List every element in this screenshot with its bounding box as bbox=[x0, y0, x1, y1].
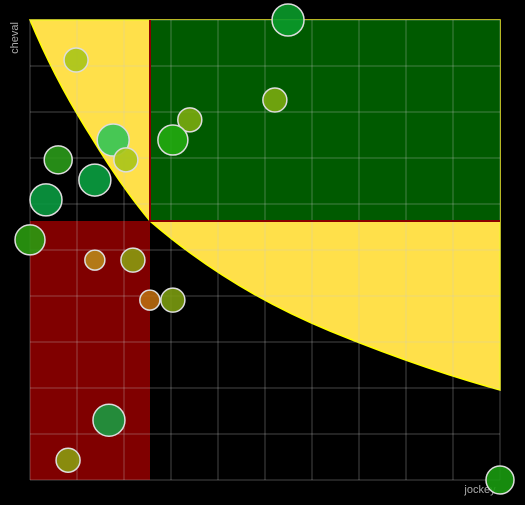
bubble bbox=[84, 249, 106, 271]
bubble bbox=[485, 465, 515, 495]
bubble bbox=[139, 289, 161, 311]
bubble bbox=[78, 163, 112, 197]
y-axis-label: cheval bbox=[9, 22, 21, 54]
points bbox=[14, 3, 515, 495]
grid bbox=[29, 19, 501, 481]
bubble bbox=[120, 247, 146, 273]
bubble bbox=[271, 3, 305, 37]
bubble bbox=[157, 124, 189, 156]
bubble bbox=[63, 47, 89, 73]
bubble bbox=[262, 87, 288, 113]
bubble bbox=[43, 145, 73, 175]
bubble bbox=[55, 447, 81, 473]
bubble bbox=[14, 224, 46, 256]
bubble bbox=[160, 287, 186, 313]
bubble bbox=[177, 107, 203, 133]
bubble bbox=[29, 183, 63, 217]
bubble bbox=[92, 403, 126, 437]
bubble bbox=[113, 147, 139, 173]
green-quadrant bbox=[150, 20, 500, 221]
